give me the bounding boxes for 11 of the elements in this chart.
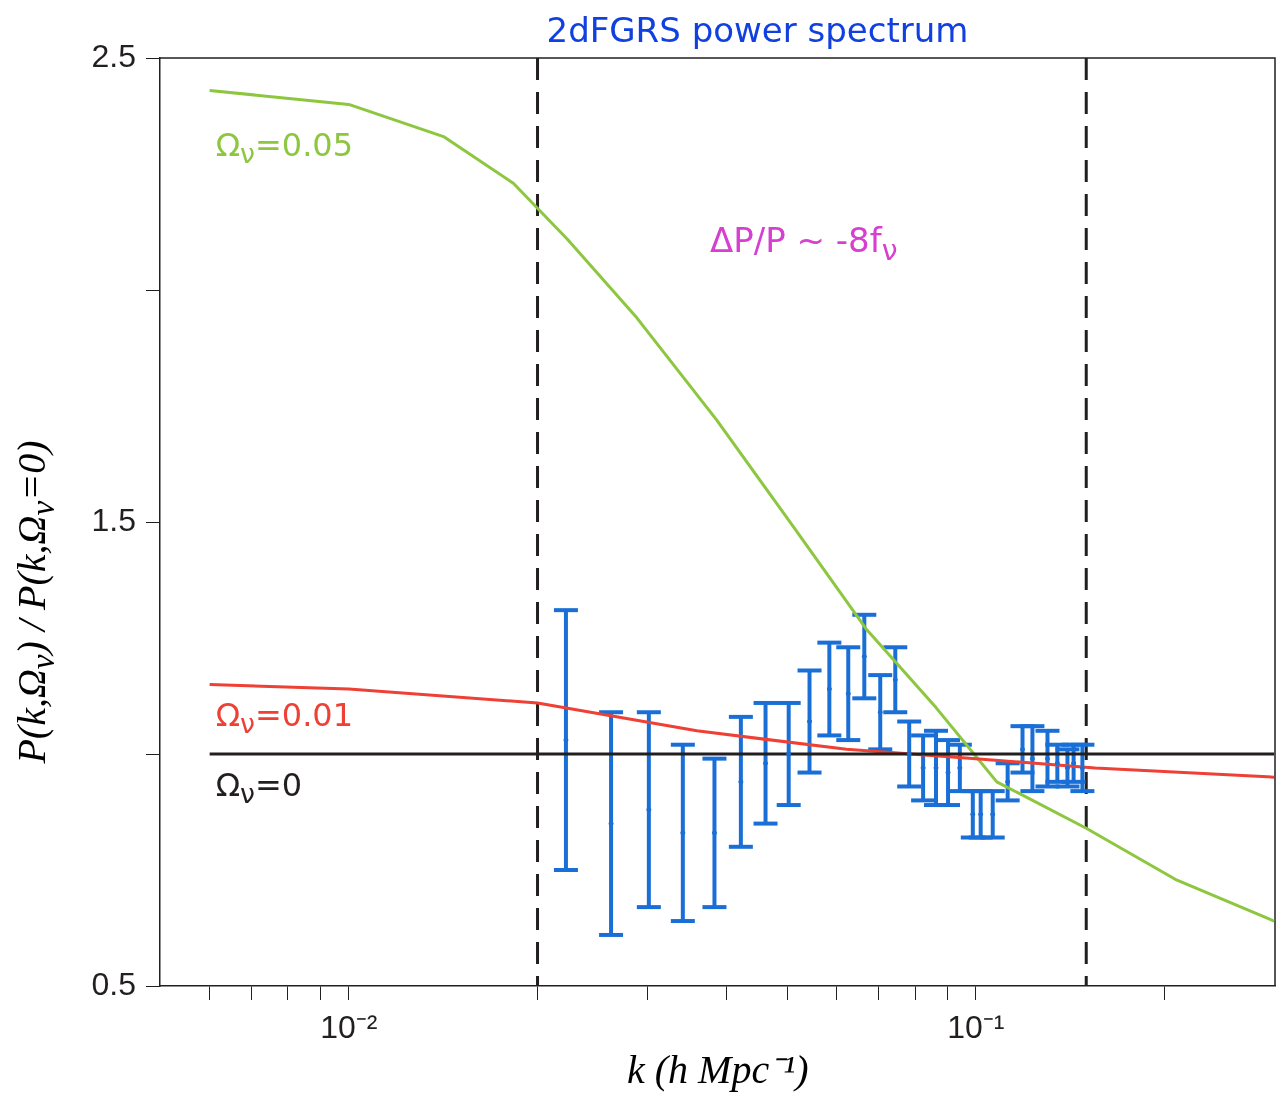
x-tick-label: 10⁻¹ <box>947 1009 1005 1046</box>
x-tick-label: 10⁻² <box>320 1009 378 1046</box>
x-axis-title: k (h Mpc⁻¹) <box>627 1046 809 1094</box>
y-tick-label: 0.5 <box>91 965 136 1002</box>
y-tick-label: 2.5 <box>91 37 136 74</box>
y-tick-label: 1.5 <box>91 501 136 538</box>
chart-title: 2dFGRS power spectrum <box>546 10 969 50</box>
series-label: Ω$_{ν}$=0.05 <box>215 126 354 170</box>
series-label: Ω$_{ν}$=0.01 <box>215 696 354 740</box>
series-label: Ω$_{ν}$=0 <box>215 766 303 810</box>
annotation: ΔP/P ~ -8f$_{ν}$ <box>710 220 898 267</box>
